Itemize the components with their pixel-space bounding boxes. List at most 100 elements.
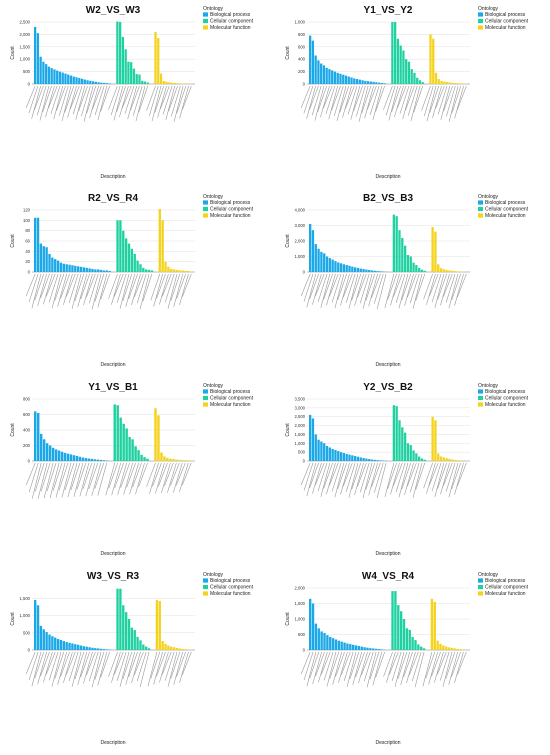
category-label — [61, 85, 72, 122]
bar — [343, 642, 346, 650]
y-axis-label: Count — [10, 612, 16, 626]
bar-chart: W2_VS_W3 0 500 1,000 1,500 2,000 2,500 Count Des… — [10, 5, 254, 180]
category-label — [43, 651, 53, 683]
category-label — [309, 651, 320, 679]
category-label — [376, 273, 387, 310]
category-label — [176, 273, 186, 299]
category-label — [132, 462, 142, 488]
bar — [362, 269, 365, 272]
legend-swatch — [478, 389, 483, 394]
bar — [353, 456, 357, 461]
category-label — [323, 273, 333, 300]
bar — [414, 640, 417, 650]
category-label — [387, 462, 397, 489]
bar — [62, 641, 66, 650]
category-label — [63, 273, 73, 305]
bar — [74, 265, 77, 272]
category-label — [86, 651, 96, 676]
category-label — [421, 85, 431, 111]
bar — [170, 82, 174, 84]
bar — [355, 79, 359, 84]
bar — [442, 645, 445, 650]
category-label — [338, 651, 348, 683]
legend-swatch — [203, 402, 208, 407]
category-label — [355, 651, 365, 678]
category-label — [182, 651, 192, 676]
bar — [127, 61, 130, 84]
bar — [415, 453, 418, 461]
legend-entry: Molecular function — [485, 25, 526, 31]
bar — [397, 605, 400, 650]
category-label — [343, 273, 353, 298]
category-label — [100, 651, 110, 678]
category-label — [82, 462, 93, 490]
bar — [137, 450, 140, 461]
category-label — [80, 273, 90, 300]
category-label — [434, 273, 445, 308]
bar — [317, 248, 320, 272]
bar — [170, 646, 173, 650]
category-label — [343, 462, 353, 487]
category-label — [372, 651, 383, 686]
y-tick-label: 1,000 — [295, 20, 306, 25]
y-axis-label: Count — [10, 234, 16, 248]
chart-panel: W4_VS_R4 0 500 1,000 1,500 2,000 Count Descript… — [275, 566, 550, 754]
category-label — [431, 273, 442, 303]
legend-entry: Biological process — [485, 200, 526, 206]
bar — [451, 82, 454, 84]
y-tick-label: 1,500 — [20, 44, 31, 49]
bar — [342, 74, 345, 84]
chart-panel: Y1_VS_B1 0 200 400 600 800 Count Description Ont… — [0, 377, 275, 565]
bar — [97, 82, 100, 84]
category-label — [309, 462, 319, 489]
bar-chart: R2_VS_R4 0 20 40 60 80 100 120 Count Description O… — [10, 193, 254, 368]
bar — [328, 69, 331, 84]
category-label — [369, 85, 380, 115]
bar — [134, 446, 137, 461]
category-label — [28, 85, 39, 114]
bar — [94, 81, 97, 84]
bar — [365, 269, 368, 272]
bar — [116, 21, 119, 85]
category-label — [92, 85, 102, 110]
bar — [459, 649, 462, 650]
bar — [317, 60, 320, 84]
category-label — [31, 651, 42, 687]
legend-entry: Cellular component — [485, 207, 529, 213]
bar — [351, 644, 355, 650]
category-label — [167, 462, 177, 493]
category-label — [439, 651, 450, 681]
category-label — [113, 85, 124, 121]
bar — [445, 646, 448, 650]
y-tick-label: 500 — [298, 450, 306, 455]
legend-entry: Biological process — [485, 389, 526, 395]
y-tick-label: 400 — [23, 428, 31, 433]
category-label — [113, 273, 124, 297]
category-label — [393, 462, 403, 487]
category-label — [40, 462, 51, 492]
bar — [366, 81, 370, 84]
bar — [328, 258, 331, 272]
category-label — [348, 273, 359, 309]
bar — [159, 73, 163, 84]
y-tick-label: 1,500 — [295, 601, 306, 606]
category-label — [113, 651, 124, 675]
bar — [421, 82, 424, 84]
bar — [124, 612, 128, 650]
bar — [361, 80, 364, 84]
category-label — [331, 85, 341, 111]
category-label — [161, 651, 172, 675]
category-label — [176, 462, 186, 486]
y-axis-label: Count — [285, 423, 291, 437]
category-label — [385, 85, 396, 116]
bar — [146, 82, 149, 84]
bar — [373, 459, 376, 461]
category-label — [25, 85, 36, 109]
bar — [392, 405, 396, 461]
bar — [353, 78, 356, 84]
category-label — [399, 85, 410, 114]
bar — [125, 428, 128, 461]
bar — [334, 450, 337, 461]
category-label — [88, 273, 99, 304]
category-label — [182, 85, 192, 110]
